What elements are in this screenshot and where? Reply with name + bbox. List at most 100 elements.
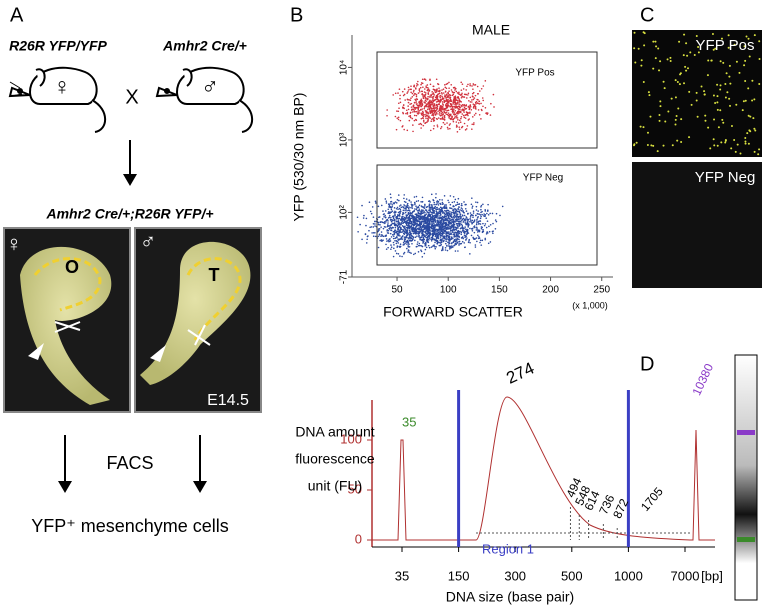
event xyxy=(410,201,412,203)
event xyxy=(403,242,405,244)
event xyxy=(482,231,484,233)
event xyxy=(439,210,441,212)
event xyxy=(445,204,447,206)
event xyxy=(450,230,452,232)
event xyxy=(481,109,483,111)
cell-dot xyxy=(664,121,666,123)
event xyxy=(454,114,456,116)
event xyxy=(412,106,414,108)
event xyxy=(443,92,445,94)
event xyxy=(442,226,444,228)
event xyxy=(448,93,450,95)
event xyxy=(389,227,391,229)
event xyxy=(396,129,398,131)
event xyxy=(444,101,446,103)
event xyxy=(450,223,452,225)
event xyxy=(444,112,446,114)
event xyxy=(408,102,410,104)
event xyxy=(462,104,464,106)
organ-label: T xyxy=(209,265,220,285)
event xyxy=(442,222,444,224)
event xyxy=(468,223,470,225)
event xyxy=(477,86,479,88)
event xyxy=(371,213,373,215)
event xyxy=(421,82,423,84)
event xyxy=(425,249,427,251)
event xyxy=(422,197,424,199)
event xyxy=(432,225,434,227)
event xyxy=(396,216,398,218)
event xyxy=(436,91,438,93)
event xyxy=(451,238,453,240)
event xyxy=(460,112,462,114)
cell-dot xyxy=(676,115,678,117)
event xyxy=(442,101,444,103)
event xyxy=(428,212,430,214)
event xyxy=(416,85,418,87)
male-symbol: ♂ xyxy=(140,229,157,254)
event xyxy=(459,241,461,243)
cell-dot xyxy=(744,137,746,139)
event xyxy=(472,96,474,98)
event xyxy=(456,117,458,119)
event xyxy=(394,240,396,242)
event xyxy=(382,218,384,220)
event xyxy=(397,238,399,240)
cell-dot xyxy=(716,95,718,97)
event xyxy=(379,234,381,236)
event xyxy=(450,118,452,120)
event xyxy=(450,97,452,99)
cell-dot xyxy=(728,34,730,36)
event xyxy=(458,91,460,93)
cell-dot xyxy=(724,83,726,85)
event xyxy=(414,240,416,242)
event xyxy=(429,232,431,234)
event xyxy=(436,236,438,238)
event xyxy=(453,96,455,98)
event xyxy=(405,113,407,115)
event xyxy=(410,89,412,91)
event xyxy=(419,88,421,90)
event xyxy=(399,208,401,210)
event xyxy=(406,109,408,111)
event xyxy=(482,100,484,102)
event xyxy=(451,230,453,232)
event xyxy=(398,107,400,109)
event xyxy=(492,231,494,233)
event xyxy=(406,243,408,245)
event xyxy=(408,208,410,210)
x-tick-label: 150 xyxy=(448,568,470,583)
event xyxy=(449,123,451,125)
event xyxy=(393,231,395,233)
event xyxy=(502,206,504,208)
event xyxy=(424,228,426,230)
cell-dot xyxy=(642,126,644,128)
event xyxy=(472,237,474,239)
cell-dot xyxy=(722,122,724,124)
event xyxy=(427,236,429,238)
event xyxy=(427,215,429,217)
cell-dot xyxy=(652,41,654,43)
event xyxy=(405,214,407,216)
event xyxy=(427,237,429,239)
event xyxy=(473,99,475,101)
event xyxy=(407,113,409,115)
event xyxy=(391,211,393,213)
event xyxy=(443,235,445,237)
event xyxy=(462,208,464,210)
cell-dot xyxy=(745,143,747,145)
cell-dot xyxy=(683,34,685,36)
stage-label: E14.5 xyxy=(207,392,249,409)
event xyxy=(485,217,487,219)
event xyxy=(404,232,406,234)
event xyxy=(453,213,455,215)
event xyxy=(378,235,380,237)
event xyxy=(390,203,392,205)
cell-dot xyxy=(688,91,690,93)
event xyxy=(357,231,359,233)
event xyxy=(459,203,461,205)
cell-dot xyxy=(704,93,706,95)
event-cloud xyxy=(357,78,504,257)
event xyxy=(412,93,414,95)
cell-dot xyxy=(674,124,676,126)
